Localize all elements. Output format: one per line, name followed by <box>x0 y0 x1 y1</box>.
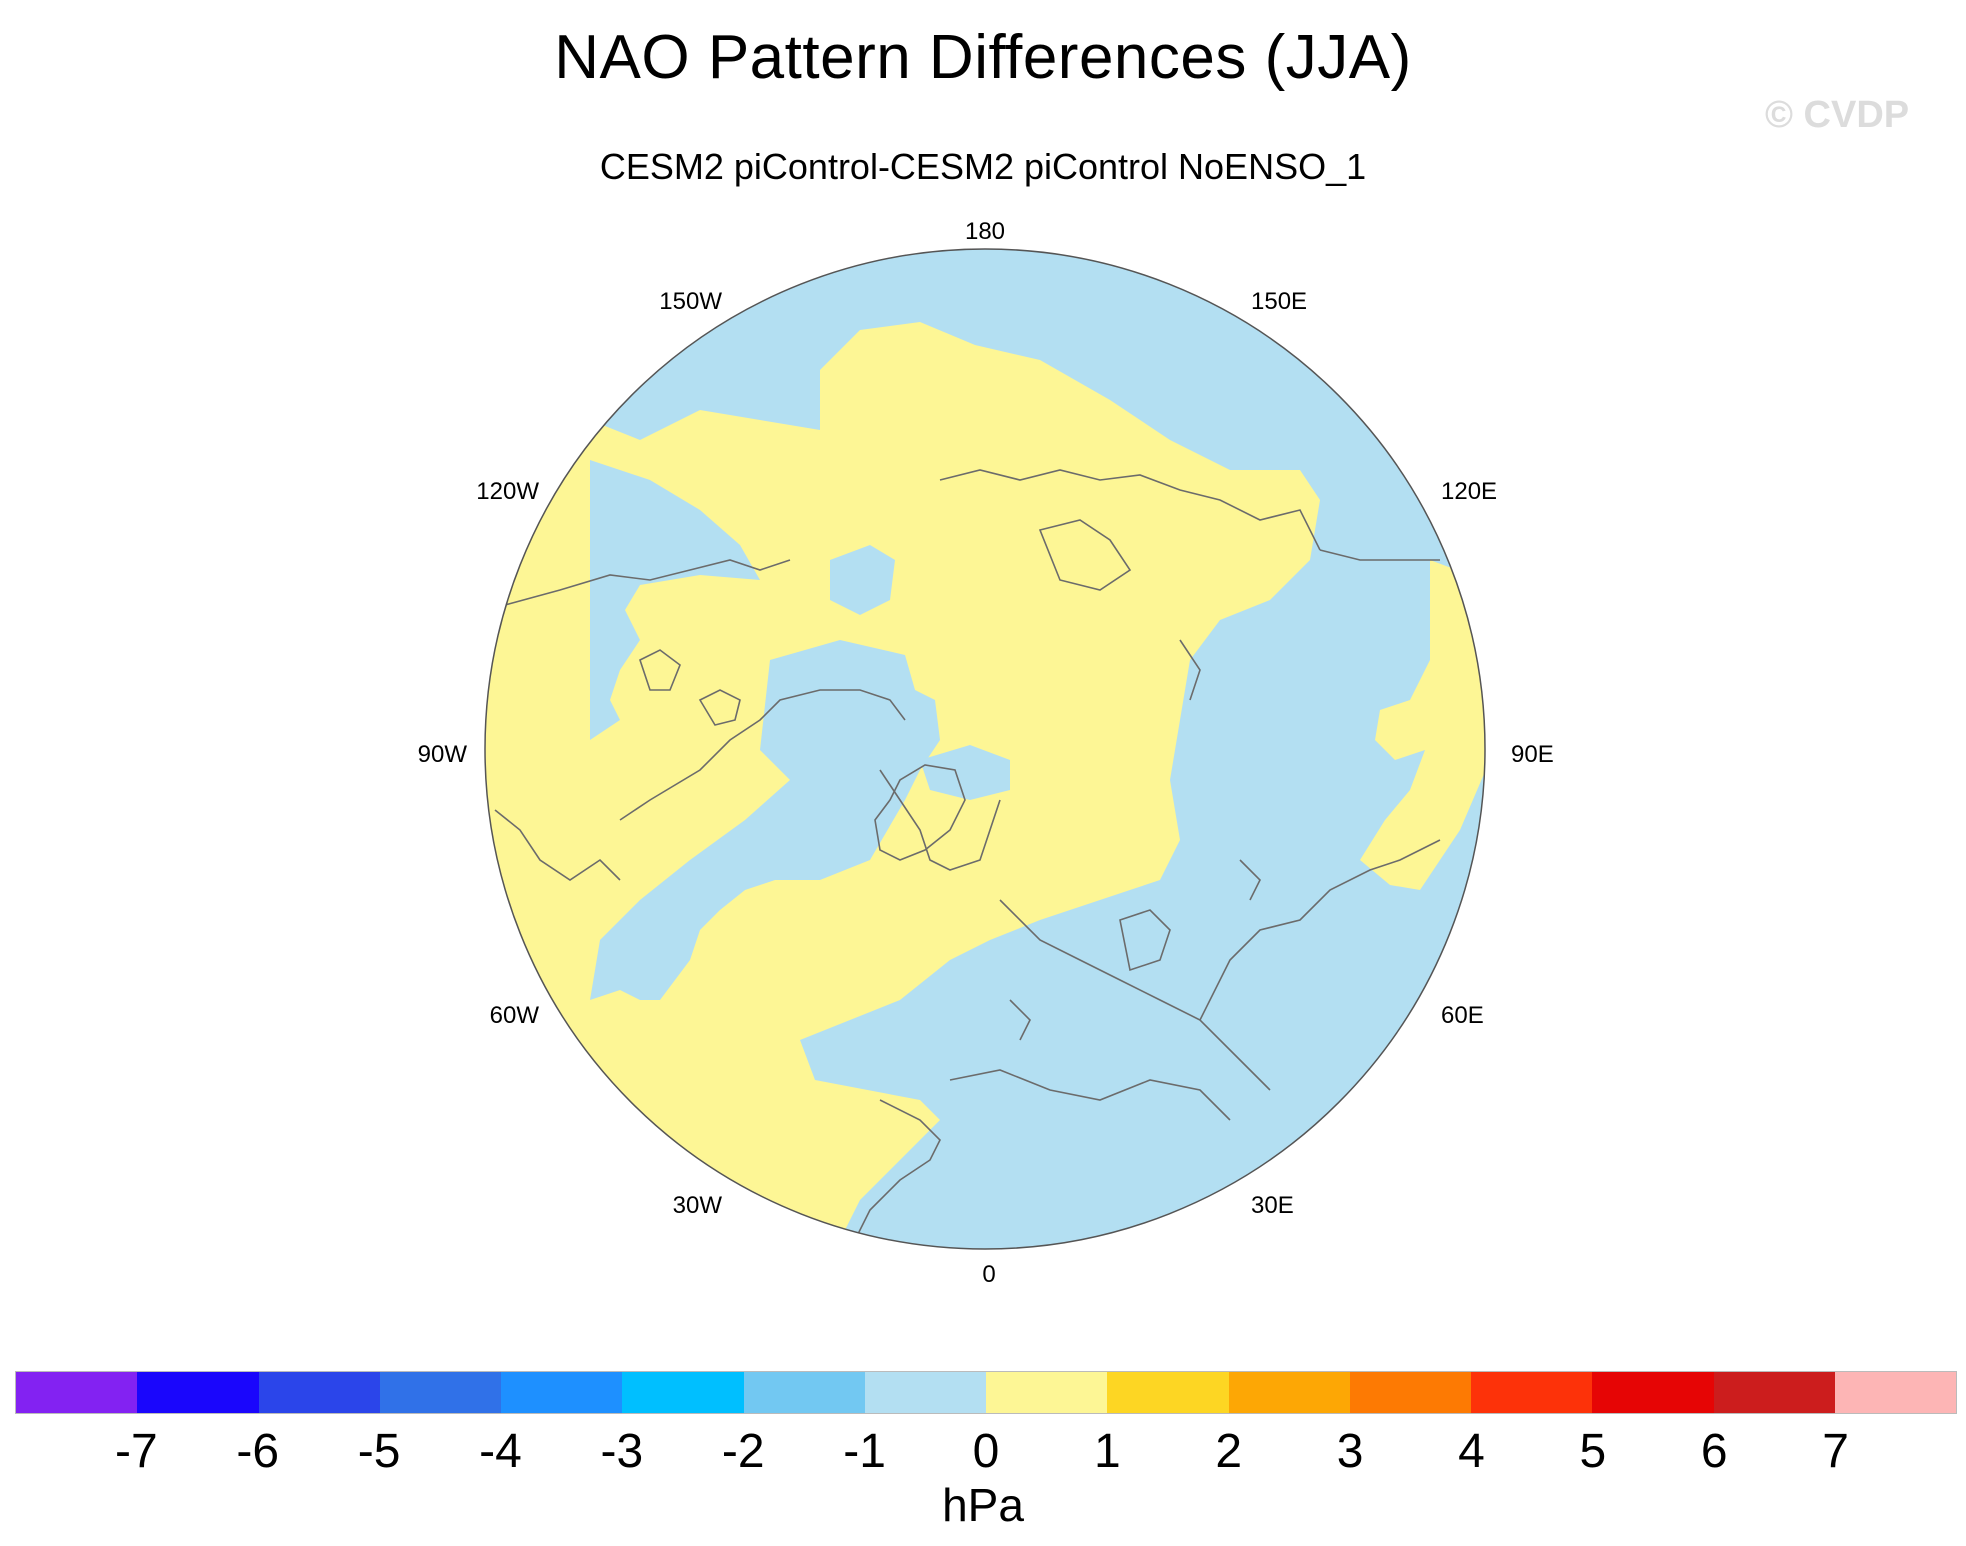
colorbar-segment <box>501 1372 623 1413</box>
negative-anomaly-region <box>590 460 760 740</box>
colorbar-tick-label: 3 <box>1336 1425 1364 1478</box>
colorbar-tick-label: -4 <box>479 1425 522 1478</box>
lon-label: 30W <box>673 1192 723 1219</box>
coastlines <box>494 469 1441 1249</box>
colorbar-segment <box>1349 1372 1471 1413</box>
map-boundary <box>484 248 1486 1250</box>
colorbar-tick-label: -3 <box>600 1425 644 1478</box>
colorbar-tick-label: -2 <box>721 1425 765 1478</box>
lon-label: 90E <box>1511 741 1554 768</box>
colorbar-tick-label: -7 <box>115 1425 158 1478</box>
colorbar-tick-label: -1 <box>843 1425 886 1478</box>
colorbar-segment <box>743 1372 865 1413</box>
lon-label: 60W <box>490 1002 540 1029</box>
colorbar-segment <box>258 1372 380 1413</box>
colorbar-tick-label: -5 <box>357 1425 401 1478</box>
colorbar <box>15 1371 1957 1414</box>
colorbar-units: hPa <box>942 1479 1024 1531</box>
positive-anomaly-region <box>1360 560 1485 890</box>
lon-label: 90W <box>418 741 468 768</box>
longitude-labels: 180 150E 120E 90E 60E 30E 0 30W 60W 90W … <box>418 218 1554 1288</box>
negative-anomaly-region <box>590 640 940 1000</box>
colorbar-tick-label: 1 <box>1094 1425 1121 1478</box>
colorbar-segment <box>16 1372 138 1413</box>
colorbar-tick-label: 2 <box>1215 1425 1243 1478</box>
lon-label: 150E <box>1251 288 1307 315</box>
colorbar-tick-label: 6 <box>1700 1425 1728 1478</box>
colorbar-segment <box>1592 1372 1714 1413</box>
colorbar-segment <box>379 1372 501 1413</box>
colorbar-segment <box>137 1372 259 1413</box>
lon-label: 180 <box>965 218 1005 245</box>
colorbar-tick-label: -6 <box>236 1425 280 1478</box>
colorbar-tick-label: 5 <box>1579 1425 1607 1478</box>
colorbar-tick-label: 4 <box>1458 1425 1485 1478</box>
negative-anomaly-region <box>920 745 1010 800</box>
chart-title: NAO Pattern Differences (JJA) <box>554 23 1412 92</box>
colorbar-segment <box>864 1372 986 1413</box>
colorbar-tick-label: 0 <box>972 1425 1000 1478</box>
lon-label: 30E <box>1251 1192 1294 1219</box>
chart-subtitle: CESM2 piControl-CESM2 piControl NoENSO_1 <box>599 146 1367 187</box>
colorbar-segment <box>1834 1372 1956 1413</box>
colorbar-segment <box>1713 1372 1835 1413</box>
lon-label: 120W <box>476 478 539 505</box>
lon-label: 60E <box>1441 1002 1484 1029</box>
colorbar-segment <box>622 1372 744 1413</box>
colorbar-segment <box>1107 1372 1229 1413</box>
colorbar-segment <box>1228 1372 1350 1413</box>
cvdp-watermark: © CVDP <box>1765 94 1910 136</box>
lon-label: 0 <box>982 1261 995 1288</box>
lon-label: 150W <box>659 288 722 315</box>
colorbar-segment <box>1471 1372 1593 1413</box>
lon-label: 120E <box>1441 478 1497 505</box>
negative-anomaly-region <box>830 545 895 615</box>
colorbar-tick-label: 7 <box>1822 1425 1849 1478</box>
colorbar-segment <box>986 1372 1108 1413</box>
